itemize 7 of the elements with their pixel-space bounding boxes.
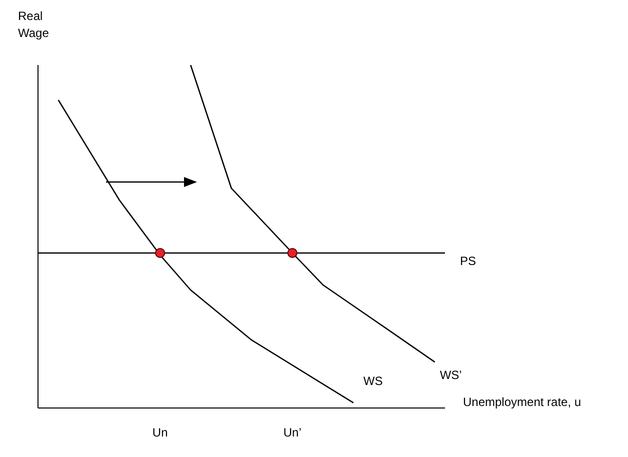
series-label: PS (460, 254, 476, 268)
series-label: WS’ (440, 368, 462, 382)
x-tick-label: Un (152, 426, 168, 440)
y-axis-title: Real Wage (18, 8, 49, 42)
series-label: WS (363, 374, 383, 388)
x-tick-label: Un’ (283, 426, 302, 440)
x-axis-title: Unemployment rate, u (463, 395, 582, 409)
